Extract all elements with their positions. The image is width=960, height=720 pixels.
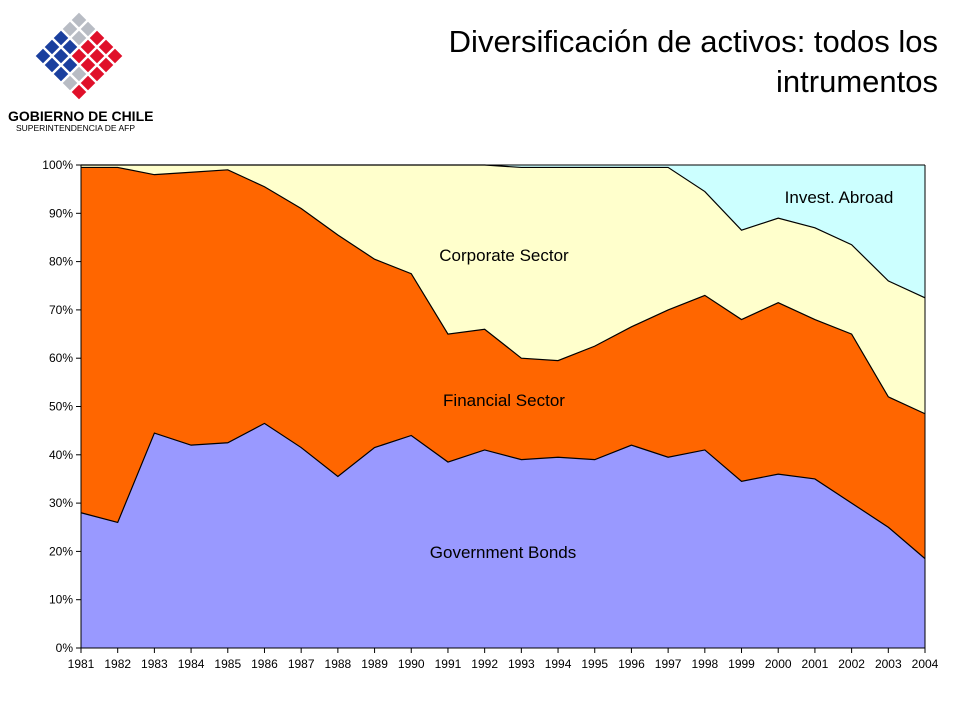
area-corporate [81, 165, 925, 414]
x-tick-label: 1990 [398, 657, 425, 671]
x-tick-label: 1988 [325, 657, 352, 671]
x-tick-label: 1989 [361, 657, 388, 671]
x-tick-label: 1994 [545, 657, 572, 671]
logo-diamond-0 [70, 11, 88, 29]
gobierno-de-chile-logo: GOBIERNO DE CHILE SUPERINTENDENCIA DE AF… [8, 11, 153, 133]
logo-diamond-16 [61, 56, 79, 74]
y-tick-label: 0% [56, 641, 74, 655]
logo-diamond-2 [79, 20, 97, 38]
series-label-financial-sector: Financial Sector [443, 391, 565, 410]
logo-diamond-13 [88, 47, 106, 65]
page-title: Diversificación de activos: todos los in… [448, 24, 938, 99]
y-tick-label: 50% [49, 400, 73, 414]
y-tick-label: 90% [49, 206, 73, 220]
logo-text-superintendencia: SUPERINTENDENCIA DE AFP [16, 123, 135, 133]
logo-diamond-11 [52, 47, 70, 65]
logo-diamond-17 [79, 56, 97, 74]
x-tick-label: 1985 [214, 657, 241, 671]
y-tick-label: 30% [49, 496, 73, 510]
logo-diamond-21 [88, 65, 106, 83]
series-label-corporate-sector: Corporate Sector [439, 246, 569, 265]
logo-diamond-18 [97, 56, 115, 74]
x-tick-label: 1992 [471, 657, 498, 671]
x-tick-label: 1991 [435, 657, 462, 671]
x-tick-label: 2004 [912, 657, 939, 671]
logo-diamond-20 [70, 65, 88, 83]
x-tick-label: 1999 [728, 657, 755, 671]
logo-diamond-23 [79, 74, 97, 92]
x-tick-label: 1986 [251, 657, 278, 671]
chart-areas [81, 165, 925, 648]
x-tick-label: 1983 [141, 657, 168, 671]
x-axis-ticks: 1981 1982 1983 1984 1985 1986 1987 1988 1989 1990… [68, 648, 939, 671]
logo-diamond-12 [70, 47, 88, 65]
outline-government [80, 422, 926, 560]
x-tick-label: 1982 [104, 657, 131, 671]
y-tick-label: 100% [42, 158, 73, 172]
series-labels: Invest. Abroad Corporate Sector Financia… [430, 188, 894, 562]
chart-series-outlines [80, 164, 926, 560]
logo-diamond-3 [52, 29, 70, 47]
logo-text-gobierno: GOBIERNO DE CHILE [8, 108, 153, 124]
logo-diamond-15 [43, 56, 61, 74]
outline-financial [81, 166, 926, 415]
logo-diamond-22 [61, 74, 79, 92]
y-axis-ticks: 0% 10% 20% 30% 40% 50% 60% 70% 80% 90% 100% [42, 158, 81, 655]
series-label-invest-abroad: Invest. Abroad [785, 188, 894, 207]
x-tick-label: 1997 [655, 657, 682, 671]
area-abroad [81, 165, 925, 298]
x-tick-label: 1995 [581, 657, 608, 671]
logo-diamond-19 [52, 65, 70, 83]
x-tick-label: 1993 [508, 657, 535, 671]
y-tick-label: 60% [49, 351, 73, 365]
x-tick-label: 2001 [802, 657, 829, 671]
x-tick-label: 1998 [691, 657, 718, 671]
y-tick-label: 70% [49, 303, 73, 317]
logo-diamond-6 [43, 38, 61, 56]
area-government [81, 423, 925, 648]
logo-diamond-9 [97, 38, 115, 56]
logo-diamond-mark [34, 11, 124, 101]
x-tick-label: 1996 [618, 657, 645, 671]
x-tick-label: 2002 [838, 657, 865, 671]
series-label-government-bonds: Government Bonds [430, 543, 576, 562]
logo-diamond-14 [106, 47, 124, 65]
logo-diamond-24 [70, 83, 88, 101]
y-tick-label: 20% [49, 544, 73, 558]
logo-diamond-5 [88, 29, 106, 47]
y-tick-label: 80% [49, 255, 73, 269]
y-tick-label: 10% [49, 593, 73, 607]
x-tick-label: 1981 [68, 657, 95, 671]
x-tick-label: 2000 [765, 657, 792, 671]
logo-diamond-7 [61, 38, 79, 56]
area-financial [81, 167, 925, 559]
x-tick-label: 1984 [178, 657, 205, 671]
logo-diamond-8 [79, 38, 97, 56]
logo-diamond-4 [70, 29, 88, 47]
x-tick-label: 1987 [288, 657, 315, 671]
y-tick-label: 40% [49, 448, 73, 462]
stacked-area-chart: 0%10%20%30%40%50%60%70%80%90%100% 1981 19… [42, 158, 939, 671]
logo-diamond-10 [34, 47, 52, 65]
x-tick-label: 2003 [875, 657, 902, 671]
logo-diamond-1 [61, 20, 79, 38]
